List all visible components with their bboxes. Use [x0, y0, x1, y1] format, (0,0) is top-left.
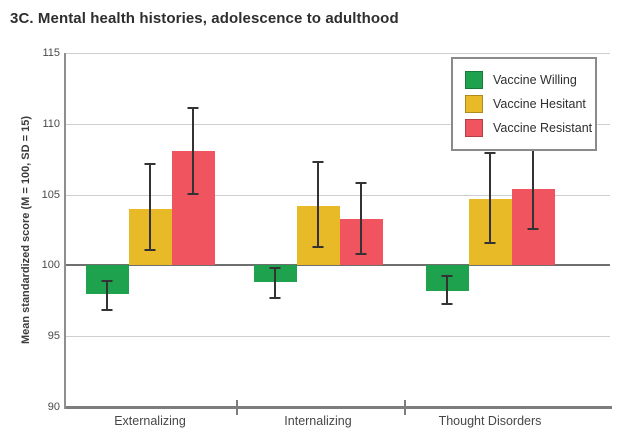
- error-bar-cap-bottom: [187, 192, 199, 195]
- error-bar-cap-bottom: [527, 228, 539, 230]
- y-axis-label: Mean standardized score (M = 100, SD = 1…: [20, 115, 32, 345]
- legend-item-willing: Vaccine Willing: [465, 69, 585, 91]
- error-bar-cap-bottom: [144, 249, 156, 252]
- error-bar-line: [274, 266, 276, 300]
- x-category-label: Externalizing: [114, 414, 186, 428]
- error-bar-cap-top: [269, 266, 281, 269]
- error-bar-line: [446, 275, 448, 306]
- y-tick-label: 110: [42, 117, 60, 130]
- error-bar-line: [106, 279, 108, 311]
- error-bar-cap-top: [101, 279, 113, 282]
- x-axis-divider-tick: [236, 400, 238, 415]
- error-bar-cap-bottom: [101, 308, 113, 311]
- error-bar-cap-top: [355, 181, 367, 184]
- y-tick-label: 90: [47, 401, 60, 413]
- error-bar-line: [317, 160, 319, 249]
- x-category-label: Thought Disorders: [438, 414, 542, 428]
- resistant-swatch-icon: [465, 119, 483, 137]
- legend-item-hesitant: Vaccine Hesitant: [465, 93, 586, 115]
- x-axis-divider-tick: [404, 400, 406, 415]
- error-bar-line: [532, 147, 534, 230]
- legend-label: Vaccine Willing: [493, 73, 577, 87]
- error-bar-cap-bottom: [441, 303, 453, 306]
- error-bar-cap-top: [484, 152, 496, 155]
- gridline: [66, 53, 610, 54]
- error-bar-cap-bottom: [312, 246, 324, 249]
- chart-title: 3C. Mental health histories, adolescence…: [10, 10, 399, 27]
- legend-label: Vaccine Hesitant: [493, 97, 586, 111]
- x-axis-line: [64, 406, 612, 409]
- error-bar-cap-bottom: [269, 297, 281, 300]
- error-bar-line: [489, 152, 491, 245]
- error-bar-line: [360, 181, 362, 256]
- error-bar-cap-top: [187, 106, 199, 109]
- error-bar-cap-top: [144, 163, 156, 166]
- legend: Vaccine Willing Vaccine Hesitant Vaccine…: [451, 57, 597, 151]
- x-category-label: Internalizing: [284, 414, 352, 428]
- error-bar-line: [149, 163, 151, 252]
- legend-label: Vaccine Resistant: [493, 121, 593, 135]
- y-axis-line: [64, 53, 66, 409]
- error-bar-cap-top: [312, 160, 324, 163]
- error-bar-cap-bottom: [484, 242, 496, 245]
- gridline: [66, 123, 610, 125]
- gridline: [66, 336, 610, 338]
- error-bar-cap-bottom: [355, 253, 367, 256]
- error-bar-cap-top: [441, 275, 453, 278]
- y-tick-label: 105: [41, 188, 60, 201]
- y-tick-label: 115: [42, 47, 60, 59]
- baseline-100-line: [66, 264, 610, 267]
- error-bar-line: [192, 106, 194, 195]
- willing-swatch-icon: [465, 71, 483, 89]
- y-tick-label: 100: [41, 259, 60, 272]
- plot-area: Vaccine Willing Vaccine Hesitant Vaccine…: [42, 47, 612, 428]
- hesitant-swatch-icon: [465, 95, 483, 113]
- y-tick-label: 95: [47, 330, 60, 343]
- legend-item-resistant: Vaccine Resistant: [465, 117, 592, 139]
- gridline: [66, 194, 610, 196]
